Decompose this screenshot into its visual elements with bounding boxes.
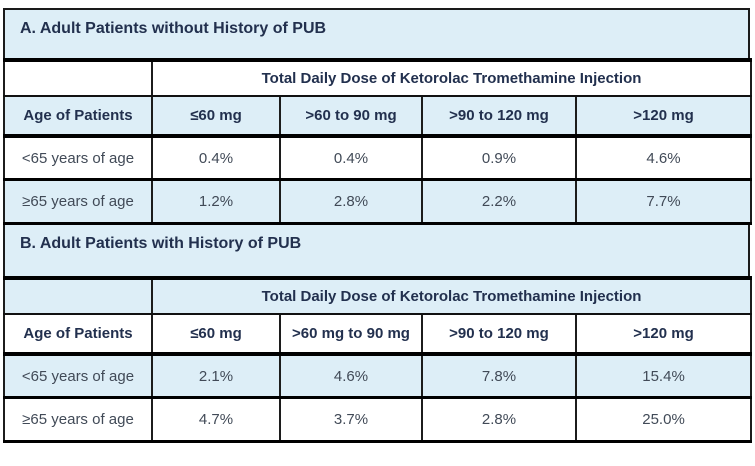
table-a-dose-header-row: Total Daily Dose of Ketorolac Tromethami… [3,60,753,97]
table-b-dose-header: Total Daily Dose of Ketorolac Tromethami… [150,278,753,315]
section-a-title: A. Adult Patients without History of PUB [3,8,750,58]
section-b-title: B. Adult Patients with History of PUB [3,225,750,276]
row-label: <65 years of age [3,136,153,181]
table-a-dose-header: Total Daily Dose of Ketorolac Tromethami… [150,60,753,97]
table-b-row-under65: <65 years of age 2.1% 4.6% 7.8% 15.4% [3,354,753,399]
data-cell: 4.7% [151,397,281,442]
data-cell: 3.7% [279,397,423,442]
table-b-col-header-dose-3: >90 to 120 mg [421,314,577,356]
table-b-corner-cell [3,278,153,315]
data-cell: 1.2% [151,179,281,224]
data-cell: 7.7% [574,179,753,224]
table-a-column-header-row: Age of Patients ≤60 mg >60 to 90 mg >90 … [3,96,753,138]
table-a-col-header-dose-3: >90 to 120 mg [421,96,577,138]
table-b-column-header-row: Age of Patients ≤60 mg >60 mg to 90 mg >… [3,314,753,356]
row-label: ≥65 years of age [3,397,153,442]
table-b-col-header-dose-4: >120 mg [574,314,753,356]
data-cell: 4.6% [574,136,753,181]
dosing-tables-document: A. Adult Patients without History of PUB… [3,8,753,443]
table-a-col-header-dose-4: >120 mg [574,96,753,138]
data-cell: 25.0% [574,397,753,442]
data-cell: 7.8% [421,354,577,399]
data-cell: 2.2% [421,179,577,224]
data-cell: 0.4% [279,136,423,181]
table-a: Total Daily Dose of Ketorolac Tromethami… [3,58,753,225]
data-cell: 0.4% [151,136,281,181]
row-label: ≥65 years of age [3,179,153,224]
data-cell: 0.9% [421,136,577,181]
table-b: Total Daily Dose of Ketorolac Tromethami… [3,276,753,443]
table-a-col-header-dose-1: ≤60 mg [151,96,281,138]
table-b-col-header-dose-1: ≤60 mg [151,314,281,356]
data-cell: 15.4% [574,354,753,399]
table-b-dose-header-row: Total Daily Dose of Ketorolac Tromethami… [3,278,753,315]
table-b-col-header-dose-2: >60 mg to 90 mg [279,314,423,356]
data-cell: 2.1% [151,354,281,399]
table-a-row-over65: ≥65 years of age 1.2% 2.8% 2.2% 7.7% [3,179,753,224]
table-a-row-under65: <65 years of age 0.4% 0.4% 0.9% 4.6% [3,136,753,181]
data-cell: 2.8% [421,397,577,442]
table-a-col-header-dose-2: >60 to 90 mg [279,96,423,138]
row-label: <65 years of age [3,354,153,399]
data-cell: 2.8% [279,179,423,224]
data-cell: 4.6% [279,354,423,399]
table-b-row-over65: ≥65 years of age 4.7% 3.7% 2.8% 25.0% [3,397,753,442]
table-b-col-header-age: Age of Patients [3,314,153,356]
table-a-corner-cell [3,60,153,97]
table-a-col-header-age: Age of Patients [3,96,153,138]
